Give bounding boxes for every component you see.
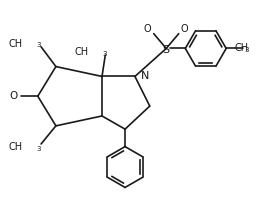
Text: CH: CH xyxy=(75,47,89,57)
Text: O: O xyxy=(144,24,152,34)
Text: N: N xyxy=(141,71,149,81)
Text: 3: 3 xyxy=(102,51,107,57)
Text: O: O xyxy=(10,91,18,101)
Text: O: O xyxy=(181,24,188,34)
Text: CH: CH xyxy=(235,43,249,54)
Text: 3: 3 xyxy=(36,42,41,49)
Text: CH: CH xyxy=(9,39,23,49)
Text: 3: 3 xyxy=(36,146,41,152)
Text: 3: 3 xyxy=(244,47,249,53)
Text: S: S xyxy=(163,45,170,55)
Text: CH: CH xyxy=(9,142,23,152)
